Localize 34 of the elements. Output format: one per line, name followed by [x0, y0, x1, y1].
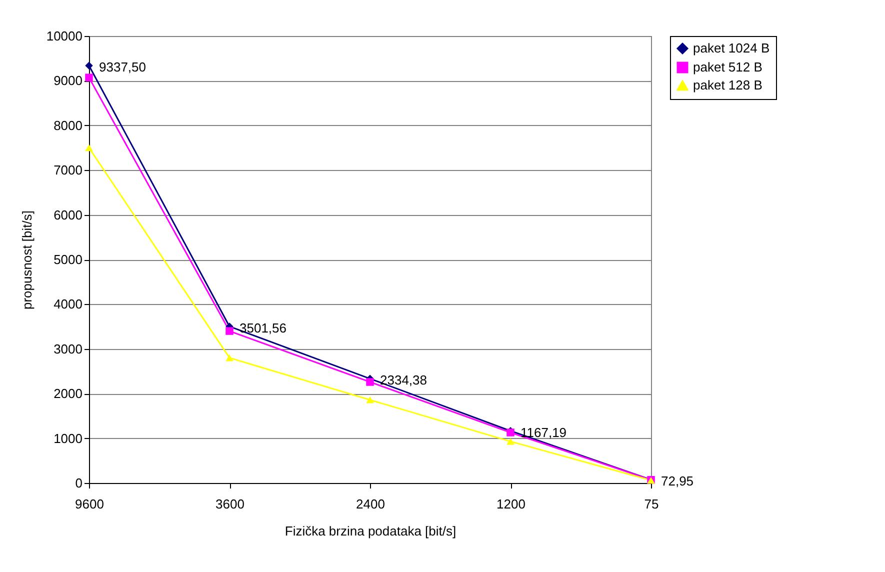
- y-axis-title: propusnost [bit/s]: [19, 210, 34, 310]
- x-tick-label: 3600: [216, 496, 244, 512]
- y-tick-label: 3000: [54, 341, 82, 356]
- point: [85, 144, 93, 152]
- x-axis-title: Fizička brzina podataka [bit/s]: [284, 524, 456, 538]
- legend-label: paket 1024 B: [693, 40, 770, 56]
- point: [506, 438, 514, 445]
- x-tick-label: 9600: [75, 496, 104, 512]
- x-tick-label: 75: [644, 496, 659, 512]
- legend-label: paket 128 B: [693, 78, 762, 92]
- data-label: 2334,38: [380, 372, 427, 388]
- x-tick-label: 1200: [496, 496, 526, 512]
- y-tick-label: 2000: [54, 386, 82, 402]
- x-tick-label: 2400: [356, 496, 385, 512]
- y-tick-label: 1000: [54, 430, 82, 446]
- data-label: 1167,19: [520, 424, 567, 440]
- data-label: 72,95: [661, 474, 694, 489]
- y-tick-label: 10000: [46, 28, 82, 44]
- y-tick-label: 0: [75, 476, 82, 490]
- data-label: 9337,50: [99, 60, 146, 75]
- y-tick-label: 9000: [54, 73, 82, 88]
- y-tick-label: 8000: [54, 118, 82, 133]
- point: [366, 378, 374, 386]
- point: [85, 74, 93, 82]
- legend-label: paket 512 B: [693, 60, 762, 74]
- data-label: 3501,56: [240, 320, 286, 336]
- point: [85, 62, 93, 70]
- point: [366, 396, 374, 404]
- point: [226, 327, 234, 335]
- y-tick-label: 5000: [54, 252, 82, 267]
- point: [226, 354, 234, 362]
- y-tick-label: 6000: [54, 207, 82, 222]
- y-tick-label: 7000: [54, 162, 82, 178]
- y-tick-label: 4000: [54, 296, 82, 312]
